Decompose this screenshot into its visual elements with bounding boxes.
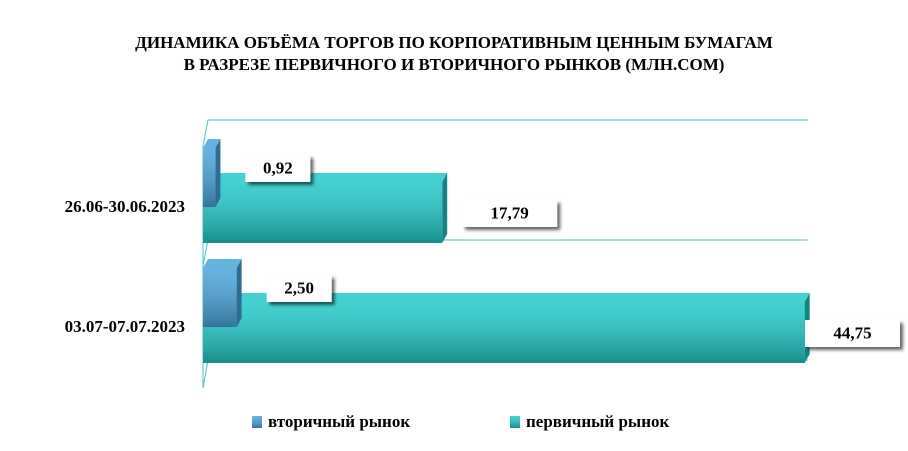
legend-label: вторичный рынок <box>268 412 410 431</box>
bar-front-shade <box>203 182 443 243</box>
legend-swatch-shade <box>510 416 520 428</box>
bar <box>203 173 448 243</box>
bar-top <box>203 293 810 302</box>
bar-top <box>203 173 448 182</box>
bar-front-shade <box>203 148 216 207</box>
value-label-box <box>462 200 558 227</box>
chart-subtitle: В РАЗРЕЗЕ ПЕРВИЧНОГО И ВТОРИЧНОГО РЫНКОВ… <box>184 55 725 74</box>
bar-side-shade <box>442 173 448 243</box>
value-labels: 17,79 0,92 44,75 2,50 <box>245 155 900 347</box>
bar-top <box>203 259 242 268</box>
value-label: 44,75 <box>833 323 871 342</box>
bar <box>203 139 221 207</box>
chart-title: ДИНАМИКА ОБЪЁМА ТОРГОВ ПО КОРПОРАТИВНЫМ … <box>135 33 773 52</box>
value-label-box <box>266 275 332 302</box>
bar-top <box>203 139 221 148</box>
bar-front-shade <box>203 302 805 363</box>
value-label-box <box>805 320 900 347</box>
bar-side <box>236 259 242 327</box>
bar-side-shade <box>236 259 242 327</box>
legend-label: первичный рынок <box>526 412 669 431</box>
bar-side-shade <box>215 139 221 207</box>
value-label: 0,92 <box>263 158 293 177</box>
bars <box>203 139 810 363</box>
bar-side <box>215 139 221 207</box>
bar <box>203 293 810 363</box>
legend-swatch-shade <box>252 416 262 428</box>
value-label: 2,50 <box>284 278 314 297</box>
bar-front-shade <box>203 268 237 327</box>
y-tick-label: 03.07-07.07.2023 <box>65 317 185 336</box>
value-label-box <box>245 155 311 182</box>
y-tick-label: 26.06-30.06.2023 <box>65 197 185 216</box>
bar-side <box>442 173 448 243</box>
bar <box>203 259 242 327</box>
value-label: 17,79 <box>491 203 529 222</box>
